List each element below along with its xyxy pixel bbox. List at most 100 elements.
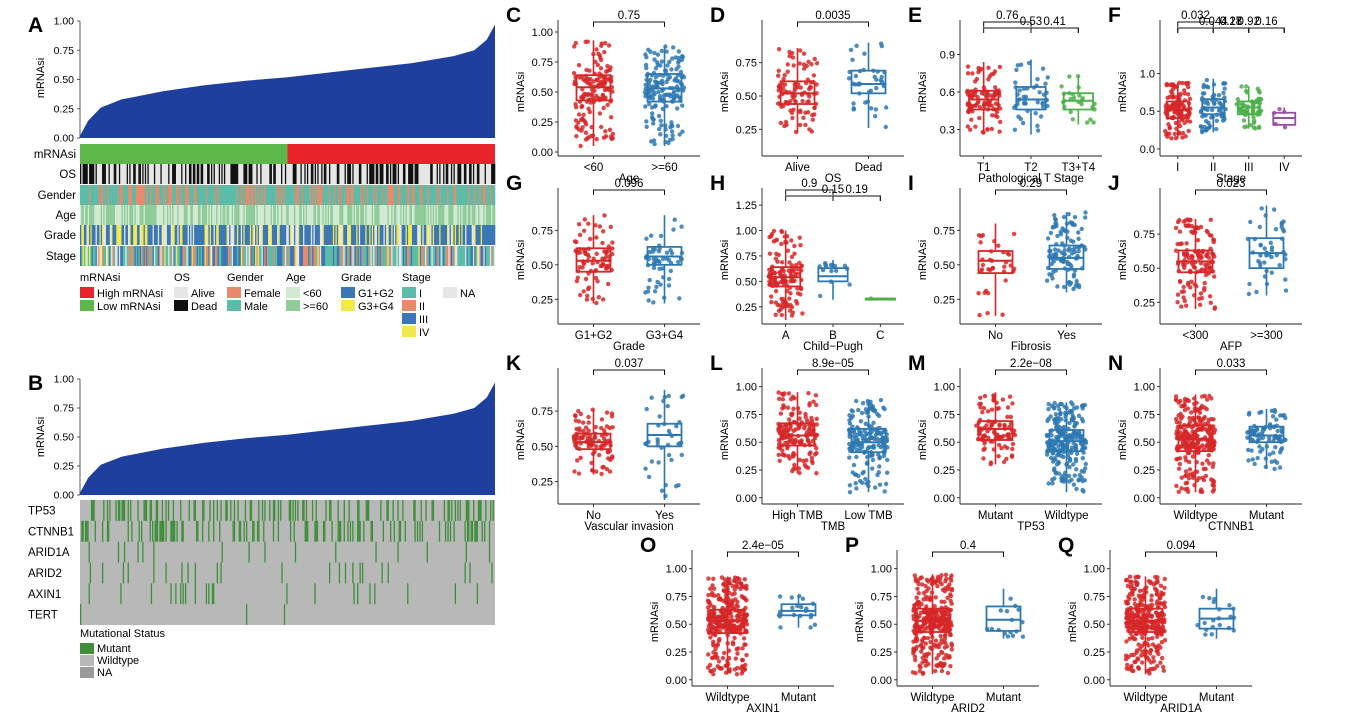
data-point xyxy=(1052,476,1057,481)
track-cell xyxy=(177,205,179,225)
data-point xyxy=(875,69,880,74)
track-cell xyxy=(269,225,271,245)
track-cell xyxy=(204,185,207,205)
gene-label: TP53 xyxy=(28,505,56,517)
data-point xyxy=(585,293,590,298)
track-cell xyxy=(222,225,225,245)
track-cell xyxy=(187,246,190,266)
track-cell xyxy=(478,185,480,205)
track-cell xyxy=(479,246,482,266)
mutation-mark xyxy=(397,541,399,563)
mutation-mark xyxy=(451,500,453,521)
data-point xyxy=(1197,410,1203,415)
data-point xyxy=(1273,433,1278,439)
track-cell xyxy=(281,164,283,184)
data-point xyxy=(665,403,670,409)
data-point xyxy=(989,126,994,132)
track-cell xyxy=(121,246,124,266)
data-point xyxy=(1188,285,1193,290)
mutation-mark xyxy=(182,520,184,542)
track-cell xyxy=(362,246,365,266)
data-point xyxy=(1054,223,1059,229)
track-cell xyxy=(95,164,98,184)
data-point xyxy=(1216,93,1222,98)
track-cell xyxy=(405,205,408,225)
track-cell xyxy=(142,246,144,266)
mutation-mark xyxy=(216,562,219,584)
data-point xyxy=(1066,248,1072,253)
mutation-mark xyxy=(149,500,151,521)
data-point xyxy=(1174,95,1179,100)
data-point xyxy=(1209,115,1214,120)
data-point xyxy=(582,217,587,222)
track-cell xyxy=(98,246,100,266)
data-point xyxy=(1222,117,1227,122)
data-point xyxy=(782,391,787,396)
track-cell xyxy=(108,205,111,225)
data-point xyxy=(1185,118,1190,123)
data-point xyxy=(1214,118,1220,124)
track-cell xyxy=(386,185,388,205)
track-cell xyxy=(260,246,262,266)
data-point xyxy=(1254,289,1259,295)
track-cell xyxy=(427,164,430,184)
track-cell xyxy=(351,246,353,266)
track-cell xyxy=(129,164,131,184)
track-cell xyxy=(120,164,122,184)
track-cell xyxy=(410,225,413,245)
track-cell xyxy=(229,225,231,245)
track-cell xyxy=(185,246,187,266)
data-point xyxy=(847,69,852,75)
track-cell xyxy=(373,246,375,266)
data-point xyxy=(814,432,820,438)
track-cell xyxy=(384,246,387,266)
data-point xyxy=(608,443,613,448)
mutation-mark xyxy=(294,541,297,563)
track-cell xyxy=(157,164,160,184)
mutation-mark xyxy=(172,520,175,542)
track-cell xyxy=(327,225,330,245)
track-cell xyxy=(270,246,273,266)
track-cell xyxy=(456,205,458,225)
data-point xyxy=(581,420,586,425)
track-cell xyxy=(419,164,422,184)
mutation-mark xyxy=(387,500,389,521)
track-cell xyxy=(356,225,358,245)
data-point xyxy=(576,471,582,476)
track-cell xyxy=(325,225,327,245)
data-point xyxy=(797,457,802,463)
track-cell xyxy=(313,164,316,184)
track-cell xyxy=(444,185,447,205)
data-point xyxy=(665,63,670,68)
track-cell xyxy=(268,246,270,266)
track-cell xyxy=(290,246,292,266)
track-cell xyxy=(124,246,126,266)
track-cell xyxy=(338,225,340,245)
gene-label: ARID1A xyxy=(28,547,70,559)
data-point xyxy=(1066,473,1072,479)
ytick-label: 0.25 xyxy=(1134,465,1155,477)
mutation-mark xyxy=(488,541,491,563)
data-point xyxy=(1056,452,1061,457)
data-point xyxy=(583,39,588,44)
mutation-mark xyxy=(88,541,90,563)
data-point xyxy=(1263,456,1269,461)
track-cell xyxy=(345,225,348,245)
track-cell xyxy=(304,225,306,245)
track-cell xyxy=(308,205,310,225)
track-cell xyxy=(268,225,270,245)
data-point xyxy=(1184,248,1190,253)
track-cell xyxy=(102,246,104,266)
track-cell xyxy=(199,205,201,225)
data-point xyxy=(1175,456,1180,462)
significance-bracket xyxy=(593,189,665,195)
track-cell xyxy=(402,164,405,184)
data-point xyxy=(796,271,801,276)
data-point xyxy=(804,63,809,69)
track-cell xyxy=(480,164,483,184)
track-cell xyxy=(150,246,152,266)
track-cell xyxy=(87,225,90,245)
track-cell xyxy=(476,205,479,225)
